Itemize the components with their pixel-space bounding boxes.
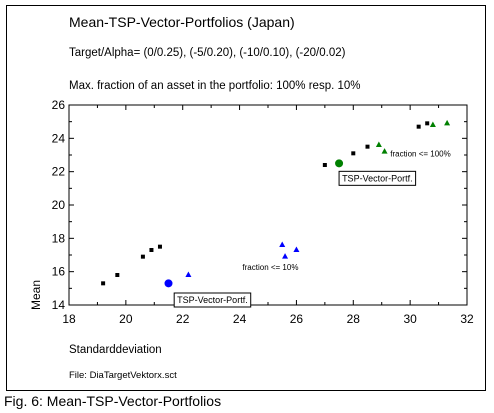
y-tick-label: 24 <box>52 131 66 145</box>
file-note: File: DiaTargetVektorx.sct <box>69 370 177 381</box>
plot-marks <box>101 119 451 288</box>
data-point-square <box>157 244 162 249</box>
boxed-label-text: TSP-Vector-Portf. <box>342 173 413 183</box>
data-point-triangle <box>375 141 382 147</box>
data-point-square <box>351 151 356 156</box>
data-point-square <box>149 248 154 252</box>
data-point-tsp-vector-portfolio <box>335 159 344 168</box>
data-point-triangle <box>279 241 286 247</box>
x-tick-label: 18 <box>62 312 76 326</box>
x-tick-label: 32 <box>460 312 474 326</box>
x-tick-label: 20 <box>119 312 133 326</box>
data-point-triangle <box>293 246 300 252</box>
boxed-label: TSP-Vector-Portf. <box>338 170 417 186</box>
y-axis-label: Mean <box>29 280 43 310</box>
y-tick-label: 18 <box>52 231 66 245</box>
boxed-label-frame <box>173 292 252 308</box>
data-point-triangle <box>381 148 388 154</box>
plot-labels: fraction <= 100% fraction <= 10% TSP-Vecto… <box>173 150 451 308</box>
x-tick-label: 22 <box>176 312 190 326</box>
annotation-label: fraction <= 10% <box>242 263 298 272</box>
x-tick-label: 26 <box>290 312 304 326</box>
y-tick-label: 26 <box>52 98 66 112</box>
data-point-square <box>140 254 145 259</box>
data-point-tsp-vector-portfolio <box>164 279 173 288</box>
figure-frame <box>6 5 486 391</box>
data-point-triangle <box>185 271 192 277</box>
chart-title: Mean-TSP-Vector-Portfolios (Japan) <box>69 14 295 30</box>
plot-area-frame <box>68 104 468 306</box>
data-point-square <box>101 281 106 286</box>
data-point-square <box>425 121 430 126</box>
x-tick-label: 28 <box>347 312 361 326</box>
y-tick-label: 22 <box>52 165 66 179</box>
data-point-square <box>115 273 120 277</box>
data-point-triangle <box>429 121 436 127</box>
boxed-label-frame <box>338 170 417 186</box>
data-point-square <box>416 124 421 129</box>
y-tick-label: 20 <box>52 198 66 212</box>
x-axis-label: Standarddeviation <box>69 344 162 356</box>
annotation-label: fraction <= 100% <box>390 150 450 159</box>
data-point-square <box>322 163 327 167</box>
chart-subtitle-target-alpha: Target/Alpha= (0/0.25), (-5/0.20), (-10/… <box>69 47 346 59</box>
x-tick-label: 24 <box>233 312 247 326</box>
boxed-label-text: TSP-Vector-Portf. <box>177 295 248 305</box>
boxed-label: TSP-Vector-Portf. <box>173 292 252 308</box>
plot-axes: 18 20 22 24 26 28 30 32 14 16 18 20 22 24 26 Mean <box>29 98 474 326</box>
y-tick-label: 16 <box>52 265 66 279</box>
data-point-square <box>365 144 370 149</box>
chart-subtitle-max-fraction: Max. fraction of an asset in the portfol… <box>69 80 361 92</box>
x-tick-label: 30 <box>403 312 417 326</box>
y-tick-label: 14 <box>52 298 66 312</box>
figure-caption: Fig. 6: Mean-TSP-Vector-Portfolios <box>4 393 222 409</box>
data-point-triangle <box>444 119 451 126</box>
data-point-triangle <box>282 253 289 259</box>
